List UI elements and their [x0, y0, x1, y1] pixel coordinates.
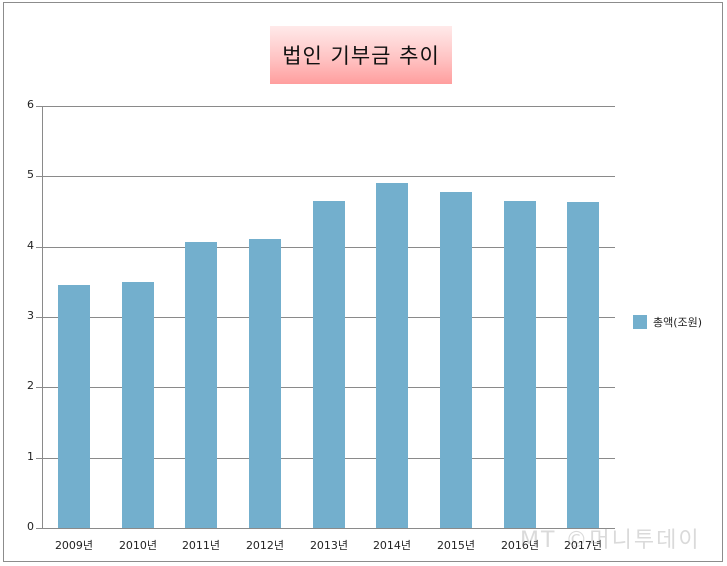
- x-tick-label: 2011년: [181, 539, 221, 552]
- watermark: MT ©머니투데이: [520, 528, 701, 553]
- y-tick-label: 0: [27, 520, 34, 533]
- bar: [440, 192, 472, 528]
- legend-swatch: [633, 315, 647, 329]
- gridline: [42, 106, 615, 107]
- bar: [58, 285, 90, 528]
- bar: [122, 282, 154, 528]
- y-tick: [36, 387, 42, 388]
- legend-label: 총액(조원): [653, 316, 703, 329]
- x-tick-label: 2016년: [500, 539, 540, 552]
- bar: [313, 201, 345, 528]
- y-tick: [36, 176, 42, 177]
- y-tick: [36, 528, 42, 529]
- chart-title: 법인 기부금 추이: [270, 26, 452, 84]
- gridline: [42, 528, 615, 529]
- y-tick: [36, 106, 42, 107]
- bar: [185, 242, 217, 528]
- x-tick-label: 2009년: [54, 539, 94, 552]
- x-tick-label: 2015년: [436, 539, 476, 552]
- bar: [249, 239, 281, 528]
- x-tick-label: 2010년: [118, 539, 158, 552]
- x-tick-label: 2013년: [309, 539, 349, 552]
- y-tick-label: 6: [27, 98, 34, 111]
- y-tick-label: 5: [27, 168, 34, 181]
- y-tick-label: 2: [27, 379, 34, 392]
- bar: [376, 183, 408, 528]
- x-tick-label: 2017년: [563, 539, 603, 552]
- bar: [567, 202, 599, 528]
- x-tick-label: 2012년: [245, 539, 285, 552]
- bar: [504, 201, 536, 528]
- y-tick: [36, 317, 42, 318]
- y-tick-label: 1: [27, 450, 34, 463]
- y-tick: [36, 247, 42, 248]
- x-tick-label: 2014년: [372, 539, 412, 552]
- y-tick-label: 4: [27, 239, 34, 252]
- y-tick-label: 3: [27, 309, 34, 322]
- gridline: [42, 176, 615, 177]
- legend: 총액(조원): [633, 314, 702, 330]
- y-tick: [36, 458, 42, 459]
